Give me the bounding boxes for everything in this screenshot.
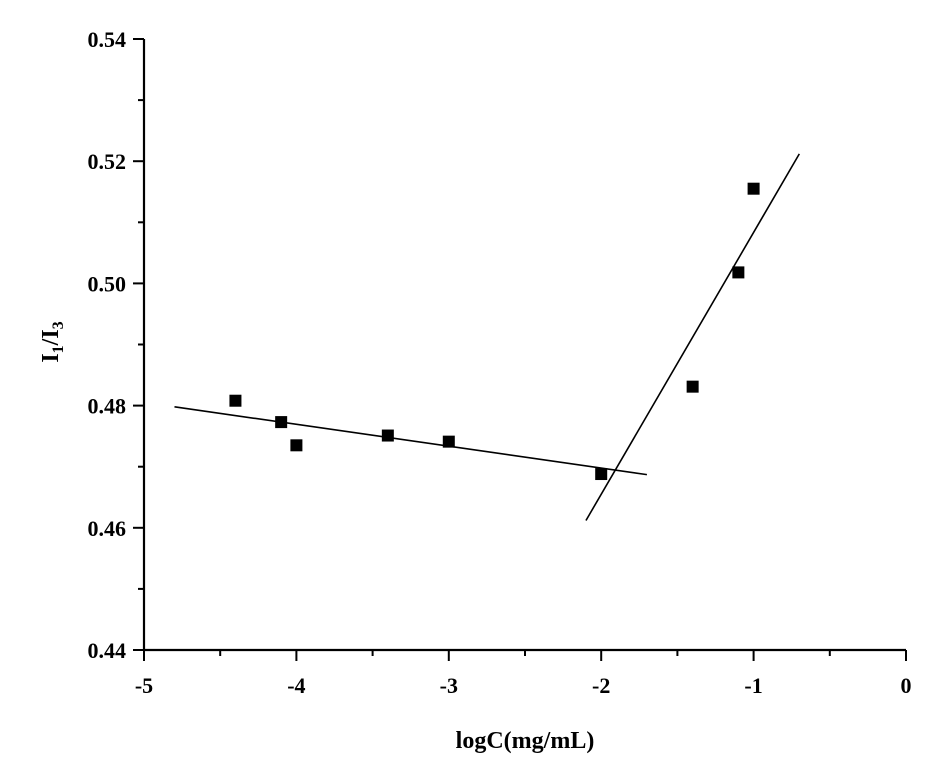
data-points xyxy=(229,183,759,480)
y-tick-label: 0.54 xyxy=(88,27,127,52)
axes xyxy=(133,39,906,661)
y-tick-label: 0.52 xyxy=(88,149,127,174)
y-tick-label: 0.44 xyxy=(88,638,127,663)
data-point xyxy=(595,468,607,480)
x-axis-title: logC(mg/mL) xyxy=(456,728,595,754)
y-axis-title-base2: I xyxy=(38,329,64,338)
data-point xyxy=(443,436,455,448)
y-axis-title-sub1: 1 xyxy=(50,345,67,353)
y-axis-title-base1: I xyxy=(38,353,64,362)
x-tick-label: 0 xyxy=(901,673,912,698)
data-point xyxy=(732,266,744,278)
x-tick-label: -2 xyxy=(592,673,610,698)
tick-labels: -5 -4 -3 -2 -1 0 0.44 0.46 0.48 0.50 0.52 0.54 xyxy=(88,27,912,698)
data-point xyxy=(229,395,241,407)
x-tick-label: -1 xyxy=(744,673,762,698)
fit-lines xyxy=(174,154,799,521)
y-tick-label: 0.46 xyxy=(88,516,127,541)
x-tick-label: -5 xyxy=(135,673,153,698)
data-point xyxy=(382,430,394,442)
fit-line-2 xyxy=(586,154,799,521)
data-point xyxy=(275,416,287,428)
y-tick-label: 0.50 xyxy=(88,271,127,296)
fit-line-1 xyxy=(174,407,646,475)
data-point xyxy=(687,381,699,393)
y-tick-label: 0.48 xyxy=(88,394,127,419)
x-tick-label: -3 xyxy=(440,673,458,698)
y-axis-title-sub2: 3 xyxy=(50,321,67,329)
data-point xyxy=(748,183,760,195)
x-tick-label: -4 xyxy=(287,673,305,698)
y-axis-title: I1/I3 xyxy=(38,321,67,362)
data-point xyxy=(290,439,302,451)
